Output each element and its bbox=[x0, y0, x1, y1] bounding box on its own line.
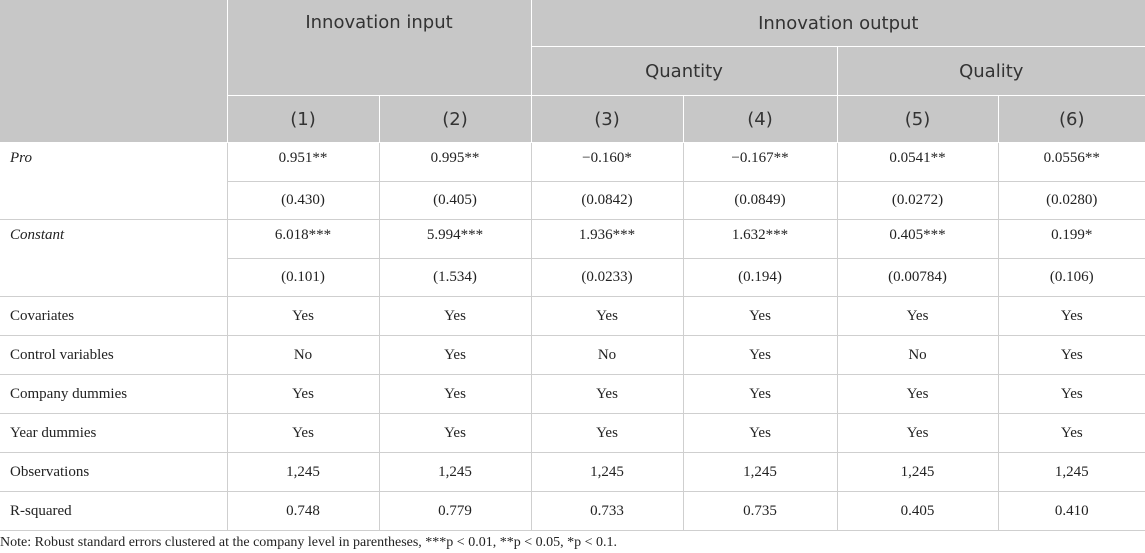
cell-covariates-6: Yes bbox=[997, 296, 1145, 336]
cell-control-variables-4: Yes bbox=[682, 335, 838, 375]
cell-r-squared-3: 0.733 bbox=[530, 491, 684, 531]
header-col-2: (2) bbox=[378, 95, 532, 143]
header-col-6: (6) bbox=[997, 95, 1145, 143]
table-header: Innovation input Innovation output Quant… bbox=[0, 0, 1145, 143]
row-label-covariates: Covariates bbox=[0, 296, 227, 336]
row-label-r-squared: R-squared bbox=[0, 491, 227, 531]
cell-constant-coef-5: 0.405*** bbox=[836, 219, 999, 259]
cell-constant-coef-6: 0.199* bbox=[997, 219, 1145, 259]
cell-r-squared-6: 0.410 bbox=[997, 491, 1145, 531]
cell-year-dummies-6: Yes bbox=[997, 413, 1145, 453]
table-row-year-dummies: Year dummies Yes Yes Yes Yes Yes Yes bbox=[0, 413, 1145, 453]
row-label-constant: Constant bbox=[0, 219, 227, 297]
cell-covariates-1: Yes bbox=[226, 296, 379, 336]
table-row-control-variables: Control variables No Yes No Yes No Yes bbox=[0, 335, 1145, 375]
header-corner bbox=[0, 0, 227, 143]
cell-observations-1: 1,245 bbox=[226, 452, 379, 492]
cell-constant-coef-3: 1.936*** bbox=[530, 219, 684, 259]
cell-observations-6: 1,245 bbox=[997, 452, 1145, 492]
header-innovation-input: Innovation input bbox=[226, 0, 532, 96]
cell-constant-se-3: (0.0233) bbox=[530, 258, 684, 297]
header-quality: Quality bbox=[836, 46, 1145, 96]
table-row-pro-se: (0.430) (0.405) (0.0842) (0.0849) (0.027… bbox=[0, 181, 1145, 220]
row-label-year-dummies: Year dummies bbox=[0, 413, 227, 453]
cell-pro-se-1: (0.430) bbox=[226, 181, 379, 220]
cell-company-dummies-5: Yes bbox=[836, 374, 999, 414]
cell-constant-coef-4: 1.632*** bbox=[682, 219, 838, 259]
cell-control-variables-6: Yes bbox=[997, 335, 1145, 375]
cell-r-squared-4: 0.735 bbox=[682, 491, 838, 531]
table-row-pro-coef: Pro 0.951** 0.995** −0.160* −0.167** 0.0… bbox=[0, 142, 1145, 220]
cell-year-dummies-5: Yes bbox=[836, 413, 999, 453]
table-row-covariates: Covariates Yes Yes Yes Yes Yes Yes bbox=[0, 296, 1145, 336]
cell-r-squared-5: 0.405 bbox=[836, 491, 999, 531]
cell-pro-coef-1: 0.951** bbox=[226, 142, 379, 182]
cell-constant-coef-2: 5.994*** bbox=[378, 219, 532, 259]
cell-constant-se-4: (0.194) bbox=[682, 258, 838, 297]
cell-pro-coef-4: −0.167** bbox=[682, 142, 838, 182]
cell-constant-coef-1: 6.018*** bbox=[226, 219, 379, 259]
cell-pro-coef-2: 0.995** bbox=[378, 142, 532, 182]
header-col-3: (3) bbox=[530, 95, 684, 143]
cell-company-dummies-4: Yes bbox=[682, 374, 838, 414]
cell-constant-se-5: (0.00784) bbox=[836, 258, 999, 297]
cell-company-dummies-1: Yes bbox=[226, 374, 379, 414]
cell-constant-se-1: (0.101) bbox=[226, 258, 379, 297]
cell-r-squared-2: 0.779 bbox=[378, 491, 532, 531]
row-label-control-variables: Control variables bbox=[0, 335, 227, 375]
row-label-observations: Observations bbox=[0, 452, 227, 492]
header-col-1: (1) bbox=[226, 95, 379, 143]
cell-observations-3: 1,245 bbox=[530, 452, 684, 492]
row-label-pro: Pro bbox=[0, 142, 227, 220]
table-row-constant-se: (0.101) (1.534) (0.0233) (0.194) (0.0078… bbox=[0, 258, 1145, 297]
cell-covariates-2: Yes bbox=[378, 296, 532, 336]
cell-control-variables-3: No bbox=[530, 335, 684, 375]
cell-covariates-3: Yes bbox=[530, 296, 684, 336]
cell-pro-se-5: (0.0272) bbox=[836, 181, 999, 220]
cell-r-squared-1: 0.748 bbox=[226, 491, 379, 531]
table-body: Pro 0.951** 0.995** −0.160* −0.167** 0.0… bbox=[0, 142, 1145, 531]
cell-pro-se-6: (0.0280) bbox=[997, 181, 1145, 220]
header-quantity: Quantity bbox=[530, 46, 838, 96]
table-note: Note: Robust standard errors clustered a… bbox=[0, 535, 617, 550]
cell-covariates-4: Yes bbox=[682, 296, 838, 336]
regression-table: Innovation input Innovation output Quant… bbox=[0, 0, 1145, 531]
cell-control-variables-1: No bbox=[226, 335, 379, 375]
cell-company-dummies-3: Yes bbox=[530, 374, 684, 414]
cell-year-dummies-2: Yes bbox=[378, 413, 532, 453]
cell-constant-se-2: (1.534) bbox=[378, 258, 532, 297]
header-innovation-output: Innovation output bbox=[530, 0, 1145, 47]
cell-pro-coef-5: 0.0541** bbox=[836, 142, 999, 182]
cell-covariates-5: Yes bbox=[836, 296, 999, 336]
cell-pro-coef-3: −0.160* bbox=[530, 142, 684, 182]
header-col-4: (4) bbox=[682, 95, 838, 143]
cell-constant-se-6: (0.106) bbox=[997, 258, 1145, 297]
row-label-company-dummies: Company dummies bbox=[0, 374, 227, 414]
cell-observations-5: 1,245 bbox=[836, 452, 999, 492]
cell-year-dummies-3: Yes bbox=[530, 413, 684, 453]
cell-pro-se-4: (0.0849) bbox=[682, 181, 838, 220]
cell-year-dummies-4: Yes bbox=[682, 413, 838, 453]
cell-observations-4: 1,245 bbox=[682, 452, 838, 492]
cell-pro-se-3: (0.0842) bbox=[530, 181, 684, 220]
cell-company-dummies-6: Yes bbox=[997, 374, 1145, 414]
cell-pro-coef-6: 0.0556** bbox=[997, 142, 1145, 182]
table-row-constant-coef: Constant 6.018*** 5.994*** 1.936*** 1.63… bbox=[0, 219, 1145, 297]
cell-observations-2: 1,245 bbox=[378, 452, 532, 492]
cell-year-dummies-1: Yes bbox=[226, 413, 379, 453]
table-row-observations: Observations 1,245 1,245 1,245 1,245 1,2… bbox=[0, 452, 1145, 492]
cell-control-variables-5: No bbox=[836, 335, 999, 375]
cell-pro-se-2: (0.405) bbox=[378, 181, 532, 220]
table-row-r-squared: R-squared 0.748 0.779 0.733 0.735 0.405 … bbox=[0, 491, 1145, 531]
table-row-company-dummies: Company dummies Yes Yes Yes Yes Yes Yes bbox=[0, 374, 1145, 414]
header-col-5: (5) bbox=[836, 95, 999, 143]
cell-control-variables-2: Yes bbox=[378, 335, 532, 375]
cell-company-dummies-2: Yes bbox=[378, 374, 532, 414]
